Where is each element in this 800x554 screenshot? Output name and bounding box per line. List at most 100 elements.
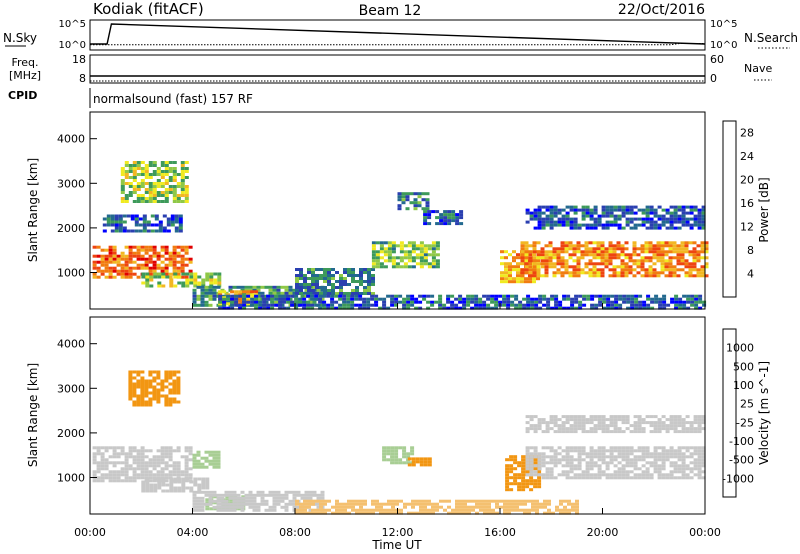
power-cell-6: [299, 271, 303, 274]
velocity-cell-0: [140, 470, 145, 474]
power-cell-7: [391, 265, 396, 269]
power-cell-1: [170, 223, 175, 227]
power-cell-11: [528, 274, 533, 278]
power-cell-13: [426, 300, 431, 304]
power-cell-12: [645, 220, 650, 224]
power-cell-6: [355, 280, 359, 283]
velocity-cell-11: [541, 430, 546, 434]
power-cell-12: [593, 223, 598, 227]
power-cell-2: [128, 191, 133, 194]
power-cell-12: [529, 214, 534, 218]
power-cell-13: [218, 294, 223, 298]
power-cell-1: [138, 217, 143, 221]
velocity-cell-11: [613, 430, 618, 434]
power-cell-12: [629, 205, 634, 209]
power-cell-3: [173, 275, 178, 279]
power-cell-2: [180, 167, 185, 170]
velocity-cell-6: [382, 452, 387, 456]
power-cell-13: [490, 294, 495, 298]
velocity-cell-9: [613, 455, 618, 459]
velocity-cell-0: [128, 464, 133, 468]
power-cell-13: [458, 300, 463, 304]
velocity-cell-0: [116, 479, 121, 483]
power-cell-12: [541, 220, 546, 224]
power-cell-11: [636, 259, 641, 263]
power-cell-12: [617, 223, 622, 227]
power-cell-4: [272, 288, 277, 292]
velocity-cell-0: [124, 479, 129, 483]
velocity-cell-10: [447, 505, 451, 509]
power-cell-7: [407, 250, 412, 254]
power-cell-13: [282, 300, 287, 304]
power-cell-4: [300, 300, 305, 304]
velocity-cell-10: [511, 502, 515, 506]
velocity-cell-9: [693, 473, 698, 477]
power-cell-13: [486, 297, 491, 301]
power-cell-1: [114, 223, 119, 227]
velocity-cell-9: [617, 452, 622, 456]
power-cell-11: [588, 241, 593, 245]
velocity-cell-3: [192, 453, 197, 457]
power-cell-11: [632, 274, 637, 278]
velocity-cell-0: [124, 452, 129, 456]
velocity-cell-11: [553, 430, 558, 434]
velocity-cell-9: [617, 476, 622, 480]
power-cell-11: [632, 262, 637, 266]
power-cell-0: [176, 272, 181, 276]
power-cell-13: [258, 300, 263, 304]
velocity-cell-10: [463, 511, 467, 515]
power-cell-11: [688, 241, 693, 245]
velocity-cell-9: [669, 476, 674, 480]
power-cell-12: [621, 214, 626, 218]
velocity-cell-10: [547, 511, 551, 515]
velocity-cell-9: [661, 452, 666, 456]
power-cell-13: [622, 297, 627, 301]
power-cell-11: [648, 268, 653, 272]
velocity-cell-10: [327, 508, 331, 512]
power-cell-11: [644, 247, 649, 251]
power-cell-13: [410, 300, 415, 304]
velocity-cell-1: [176, 388, 181, 392]
velocity-cell-2: [169, 477, 174, 481]
power-cell-13: [394, 303, 399, 307]
power-cell-4: [216, 285, 221, 289]
velocity-cell-10: [335, 499, 339, 503]
power-cell-2: [168, 176, 173, 179]
velocity-cell-11: [561, 415, 566, 419]
power-cell-12: [593, 220, 598, 224]
power-cell-13: [498, 300, 503, 304]
velocity-cell-9: [573, 458, 578, 462]
velocity-cell-10: [535, 502, 539, 506]
velocity-cell-10: [479, 499, 483, 503]
power-cell-4: [212, 288, 217, 292]
power-cell-11: [664, 262, 669, 266]
power-cell-6: [323, 271, 327, 274]
velocity-cell-8: [533, 461, 538, 465]
power-cell-13: [278, 297, 283, 301]
velocity-cell-0: [164, 473, 169, 477]
velocity-cell-0: [160, 446, 165, 450]
power-cell-13: [254, 294, 259, 298]
power-cell-11: [612, 244, 617, 248]
power-cell-13: [574, 297, 579, 301]
power-cell-2: [132, 167, 137, 170]
velocity-cell-9: [585, 452, 590, 456]
power-cell-13: [550, 306, 555, 310]
power-cell-13: [414, 297, 419, 301]
power-cell-1: [166, 220, 171, 224]
power-cell-0: [184, 248, 189, 252]
velocity-cell-9: [653, 467, 658, 471]
velocity-cell-5: [196, 490, 201, 494]
velocity-cell-9: [633, 467, 638, 471]
power-cell-13: [222, 300, 227, 304]
velocity-cell-0: [152, 455, 157, 459]
velocity-cell-11: [605, 418, 610, 422]
power-cell-10: [516, 271, 520, 275]
velocity-cell-9: [601, 461, 606, 465]
power-cell-6: [307, 268, 311, 271]
power-cell-6: [363, 280, 367, 283]
power-cell-0: [96, 260, 101, 264]
power-cell-6: [295, 274, 299, 277]
velocity-cell-8: [529, 488, 534, 492]
power-cell-13: [378, 297, 383, 301]
